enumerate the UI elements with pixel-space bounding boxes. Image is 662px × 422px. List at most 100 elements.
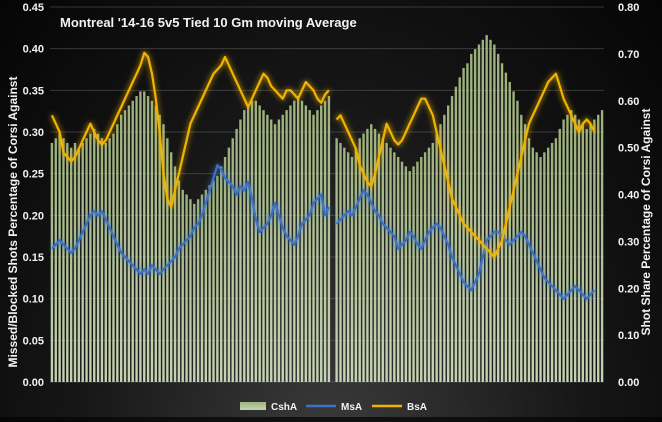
csha-bar [385,142,388,382]
y-tick-left: 0.35 [23,85,44,97]
csha-bar [420,157,423,382]
csha-bar [431,142,434,382]
csha-bar [523,124,527,382]
csha-bar [54,138,57,382]
csha-bar [597,114,600,382]
tick-labels: 0.00 0.05 0.10 0.15 0.20 0.25 0.30 0.35 0.40 0.45… [23,2,640,389]
y-tick-right: 0.70 [618,49,639,61]
csha-bar [354,147,358,382]
legend-label-bsa: BsA [407,402,427,413]
csha-bar [373,128,377,382]
csha-bar [335,138,338,382]
csha-bar [50,142,54,382]
csha-bar [208,185,211,382]
csha-bar [443,114,446,382]
csha-bar [296,96,300,382]
csha-bar [123,110,127,382]
csha-bar [127,105,131,382]
y-tick-left: 0.40 [23,44,44,56]
csha-bar [169,152,173,382]
csha-bar [266,114,269,382]
csha-bar [220,166,223,382]
csha-bar [485,35,488,382]
y-tick-left: 0.45 [23,2,44,14]
csha-bar [196,199,200,382]
y-tick-right: 0.40 [618,190,639,202]
msa-line-segment-2 [335,189,596,300]
csha-bar [212,180,215,382]
csha-bar [200,194,204,382]
csha-bar [458,77,461,382]
csha-bar [231,138,234,382]
y-axis-label-left: Missed/Blocked Shots Percentage of Corsi… [6,77,20,368]
csha-bar [535,152,538,382]
csha-bar [162,124,165,382]
csha-bar [343,147,346,382]
csha-bar [204,189,208,382]
csha-bar [497,53,500,382]
csha-bar [304,105,308,382]
csha-bar [246,105,250,382]
csha-bar [62,138,65,382]
y-tick-left: 0.15 [23,252,44,264]
legend-label-csha: CshA [271,402,297,413]
y-tick-left: 0.30 [23,127,44,139]
csha-bar [254,100,258,382]
csha-bar [570,110,573,382]
csha-bar [489,39,492,382]
csha-bar [500,63,504,382]
csha-bar [131,100,134,382]
csha-bar [454,86,458,382]
csha-bar [185,194,188,382]
csha-bar [389,147,392,382]
csha-bar [477,44,481,382]
bsa-line-segment-2 [335,72,596,259]
y-tick-left: 0.25 [23,169,44,181]
csha-bar [250,100,254,382]
csha-bar [531,147,535,382]
csha-bar [243,110,246,382]
csha-bar [370,124,373,382]
y-tick-right: 0.00 [618,377,639,389]
csha-bar [593,119,596,382]
bsa-line-segment-1 [50,51,330,209]
csha-bar [116,124,119,382]
legend: CshA MsA BsA [240,402,427,413]
csha-bar [520,114,523,382]
csha-bar [327,96,331,382]
csha-bar [119,114,123,382]
csha-bar [223,157,227,382]
csha-bar [227,147,231,382]
csha-bar [527,138,531,382]
csha-bar [400,161,404,382]
csha-bar [277,119,281,382]
csha-bar [466,63,469,382]
csha-bar [73,142,77,382]
csha-bar [346,152,350,382]
csha-bar [300,100,304,382]
csha-bar [423,152,427,382]
csha-bar [358,138,361,382]
csha-bar [573,114,577,382]
csha-bar [108,138,111,382]
csha-bar [339,142,342,382]
csha-bar [104,142,107,382]
csha-bar [323,100,327,382]
y-tick-right: 0.20 [618,283,639,295]
csha-bar [85,138,88,382]
y-tick-left: 0.05 [23,335,44,347]
msa-line-segment-1 [51,164,330,275]
line-series [50,51,596,300]
csha-bar [262,110,265,382]
csha-bar [562,119,565,382]
csha-bar [281,114,284,382]
csha-bar [100,138,104,382]
csha-bar [393,152,396,382]
legend-label-msa: MsA [341,402,362,413]
csha-bar [96,133,100,382]
csha-bar [550,142,554,382]
csha-bar [93,128,96,382]
csha-bar [285,110,288,382]
y-axis-label-right: Shot Share Percentage of Corsi Against [639,109,653,336]
csha-bar [577,119,581,382]
